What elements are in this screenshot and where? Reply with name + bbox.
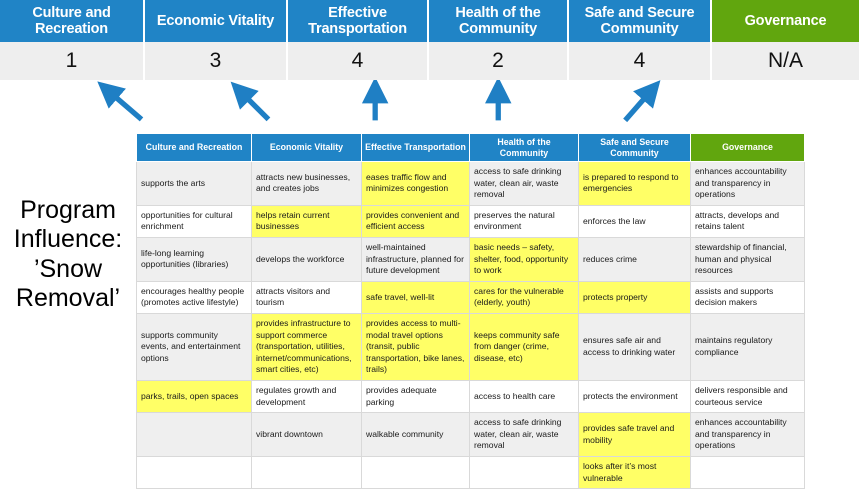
- scorecard-header-label: Governance: [744, 12, 827, 29]
- scorecard-value-effective-transportation: 4: [288, 42, 429, 80]
- scorecard-header-safe-and-secure-community: Safe and Secure Community: [569, 0, 712, 42]
- influence-matrix-table: Culture and Recreation Economic Vitality…: [136, 132, 805, 489]
- matrix-cell: develops the workforce: [251, 237, 362, 282]
- arrow-group: [97, 80, 661, 123]
- matrix-cell: opportunities for cultural enrichment: [136, 204, 252, 239]
- scorecard: Culture and Recreation Economic Vitality…: [0, 0, 859, 80]
- matrix-cell: is prepared to respond to emergencies: [578, 161, 691, 206]
- matrix-cell: vibrant downtown: [251, 412, 362, 457]
- arrow-up-left-icon-2: [230, 81, 271, 122]
- matrix-cell: well-maintained infrastructure, planned …: [361, 237, 470, 282]
- matrix-cell: stewardship of financial, human and phys…: [690, 237, 805, 282]
- scorecard-header-label: Effective Transportation: [308, 4, 407, 37]
- matrix-row: parks, trails, open spaces regulates grow…: [136, 379, 805, 414]
- scorecard-value-safe-and-secure-community: 4: [569, 42, 712, 80]
- matrix-cell: basic needs – safety, shelter, food, opp…: [469, 237, 579, 282]
- matrix-row: life-long learning opportunities (librar…: [136, 237, 805, 282]
- scorecard-header-governance: Governance: [712, 0, 859, 42]
- matrix-cell: keeps community safe from danger (crime,…: [469, 313, 579, 381]
- matrix-cell: maintains regulatory compliance: [690, 313, 805, 381]
- matrix-cell: supports the arts: [136, 161, 252, 206]
- matrix-cell: protects property: [578, 280, 691, 315]
- matrix-row: vibrant downtown walkable community access…: [136, 412, 805, 457]
- matrix-cell: life-long learning opportunities (librar…: [136, 237, 252, 282]
- matrix-cell: [469, 455, 579, 489]
- matrix-cell: access to safe drinking water, clean air…: [469, 412, 579, 457]
- matrix-cell: provides infrastructure to support comme…: [251, 313, 362, 381]
- matrix-cell: provides safe travel and mobility: [578, 412, 691, 457]
- scorecard-value-row: 1 3 4 2 4 N/A: [0, 42, 859, 80]
- matrix-cell: [136, 455, 252, 489]
- matrix-row: encourages healthy people (promotes acti…: [136, 280, 805, 315]
- matrix-cell: safe travel, well-lit: [361, 280, 470, 315]
- arrow-up-right-icon-5: [623, 80, 661, 123]
- matrix-col-effective-transportation: Effective Transportation: [361, 132, 470, 163]
- matrix-cell: access to safe drinking water, clean air…: [469, 161, 579, 206]
- scorecard-value-culture-and-recreation: 1: [0, 42, 145, 80]
- matrix-cell: [690, 455, 805, 489]
- matrix-cell: preserves the natural environment: [469, 204, 579, 239]
- caption-line-3: ’Snow: [33, 254, 103, 283]
- matrix-body: supports the arts attracts new businesses…: [136, 161, 805, 489]
- scorecard-header-economic-vitality: Economic Vitality: [145, 0, 288, 42]
- matrix-cell: regulates growth and development: [251, 379, 362, 414]
- matrix-cell: [136, 412, 252, 457]
- arrow-up-left-icon-1: [97, 81, 144, 122]
- matrix-cell: enhances accountability and transparency…: [690, 161, 805, 206]
- matrix-cell: looks after it’s most vulnerable: [578, 455, 691, 489]
- matrix-cell: enforces the law: [578, 204, 691, 239]
- matrix-cell: [251, 455, 362, 489]
- caption-line-1: Program: [20, 196, 116, 224]
- scorecard-header-label: Economic Vitality: [156, 12, 275, 29]
- scorecard-value-governance: N/A: [767, 49, 803, 72]
- matrix-row: supports community events, and entertain…: [136, 313, 805, 381]
- matrix-cell: protects the environment: [578, 379, 691, 414]
- matrix-cell: delivers responsible and courteous servi…: [690, 379, 805, 414]
- matrix-cell: encourages healthy people (promotes acti…: [136, 280, 252, 315]
- matrix-col-health-of-the-community: Health of the Community: [469, 132, 579, 163]
- matrix-row: supports the arts attracts new businesses…: [136, 161, 805, 206]
- matrix-cell: helps retain current businesses: [251, 204, 362, 239]
- matrix-cell: enhances accountability and transparency…: [690, 412, 805, 457]
- matrix-cell: [361, 455, 470, 489]
- matrix-header-row: Culture and Recreation Economic Vitality…: [136, 132, 805, 163]
- caption-line-4: Removal’: [15, 283, 121, 312]
- matrix-cell: parks, trails, open spaces: [136, 379, 252, 414]
- scorecard-header-label: Culture and Recreation: [32, 4, 111, 37]
- scorecard-header-label: Health of the Community: [455, 4, 541, 37]
- matrix-cell: provides convenient and efficient access: [361, 204, 470, 239]
- caption-line-2: Influence:: [13, 225, 123, 254]
- scorecard-value-health-of-the-community: 2: [429, 42, 569, 80]
- scorecard-header-row: Culture and Recreation Economic Vitality…: [0, 0, 859, 42]
- scorecard-header-label: Safe and Secure Community: [584, 4, 695, 37]
- matrix-cell: assists and supports decision makers: [690, 280, 805, 315]
- matrix-cell: supports community events, and entertain…: [136, 313, 252, 381]
- matrix-row: opportunities for cultural enrichment hel…: [136, 204, 805, 239]
- matrix-cell: cares for the vulnerable (elderly, youth…: [469, 280, 579, 315]
- program-influence-caption: Program Influence: ’Snow Removal’: [4, 196, 132, 313]
- scorecard-header-culture-and-recreation: Culture and Recreation: [0, 0, 145, 42]
- scorecard-value-economic-vitality: 3: [145, 42, 288, 80]
- scorecard-header-health-of-the-community: Health of the Community: [429, 0, 569, 42]
- matrix-cell: attracts new businesses, and creates job…: [251, 161, 362, 206]
- matrix-cell: walkable community: [361, 412, 470, 457]
- matrix-col-governance: Governance: [690, 132, 805, 163]
- matrix-cell: access to health care: [469, 379, 579, 414]
- matrix-col-economic-vitality: Economic Vitality: [251, 132, 362, 163]
- matrix-col-safe-and-secure-community: Safe and Secure Community: [578, 132, 691, 163]
- matrix-cell: attracts visitors and tourism: [251, 280, 362, 315]
- matrix-cell: provides access to multi-modal travel op…: [361, 313, 470, 381]
- matrix-cell: ensures safe air and access to drinking …: [578, 313, 691, 381]
- scorecard-header-effective-transportation: Effective Transportation: [288, 0, 429, 42]
- matrix-row: looks after it’s most vulnerable: [136, 455, 805, 489]
- matrix-cell: attracts, develops and retains talent: [690, 204, 805, 239]
- matrix-col-culture-and-recreation: Culture and Recreation: [136, 132, 252, 163]
- matrix-cell: eases traffic flow and minimizes congest…: [361, 161, 470, 206]
- matrix-cell: provides adequate parking: [361, 379, 470, 414]
- matrix-cell: reduces crime: [578, 237, 691, 282]
